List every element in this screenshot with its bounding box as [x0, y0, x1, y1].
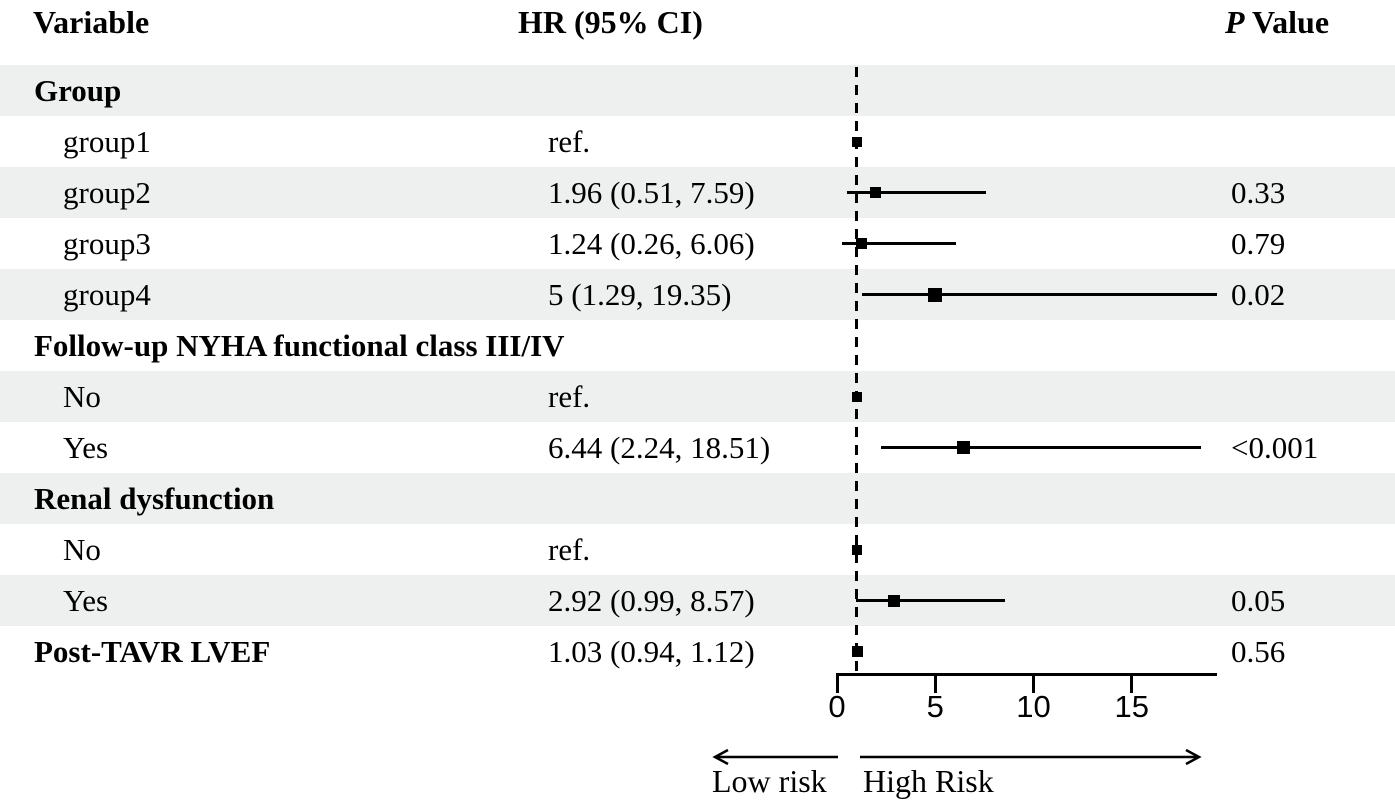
x-axis-tick-label: 5: [926, 689, 944, 724]
row-p-value: 0.33: [1231, 175, 1286, 210]
x-axis-tick-label: 0: [828, 689, 846, 724]
high-risk-arrow-head: [1185, 748, 1202, 766]
low-risk-arrow-head: [712, 748, 729, 766]
row-hr-ci-value: 1.96 (0.51, 7.59): [548, 175, 755, 210]
table-row: Post-TAVR LVEF 1.03 (0.94, 1.12) 0.56: [0, 626, 1395, 677]
row-hr-ci-value: ref.: [548, 124, 591, 159]
p-value-rest: Value: [1244, 4, 1330, 40]
row-hr-ci-value: 6.44 (2.24, 18.51): [548, 430, 771, 465]
row-variable-label: Yes: [63, 430, 109, 465]
table-row: group4 5 (1.29, 19.35) 0.02: [0, 269, 1395, 320]
row-p-value: 0.05: [1231, 583, 1286, 618]
row-variable-label: group4: [63, 277, 151, 312]
row-hr-ci-value: ref.: [548, 532, 591, 567]
row-variable-label: group1: [63, 124, 151, 159]
row-p-value: 0.02: [1231, 277, 1286, 312]
column-header-p-value: P Value: [1225, 4, 1329, 41]
row-variable-label: No: [63, 532, 101, 567]
table-row: group3 1.24 (0.26, 6.06) 0.79: [0, 218, 1395, 269]
row-variable-label: Yes: [63, 583, 109, 618]
row-p-value: 0.79: [1231, 226, 1286, 261]
row-hr-ci-value: 1.03 (0.94, 1.12): [548, 634, 755, 669]
x-axis-tick-label: 15: [1114, 689, 1149, 724]
row-variable-label: group2: [63, 175, 151, 210]
table-row: Yes 2.92 (0.99, 8.57) 0.05: [0, 575, 1395, 626]
table-row: group1 ref.: [0, 116, 1395, 167]
risk-direction-arrows: [712, 748, 1202, 766]
row-variable-label: Follow-up NYHA functional class III/IV: [34, 328, 565, 363]
row-hr-ci-value: 1.24 (0.26, 6.06): [548, 226, 755, 261]
row-variable-label: No: [63, 379, 101, 414]
row-variable-label: Renal dysfunction: [34, 481, 275, 516]
row-hr-ci-value: 2.92 (0.99, 8.57): [548, 583, 755, 618]
table-row: group2 1.96 (0.51, 7.59) 0.33: [0, 167, 1395, 218]
table-row: Follow-up NYHA functional class III/IV: [0, 320, 1395, 371]
table-row: No ref.: [0, 371, 1395, 422]
reference-line-hr1: [855, 67, 859, 673]
row-variable-label: Post-TAVR LVEF: [34, 634, 271, 669]
row-hr-ci-value: 5 (1.29, 19.35): [548, 277, 732, 312]
row-variable-label: Group: [34, 73, 122, 108]
table-row: Yes 6.44 (2.24, 18.51) <0.001: [0, 422, 1395, 473]
row-p-value: 0.56: [1231, 634, 1286, 669]
low-risk-label: Low risk: [712, 763, 827, 799]
column-header-hr-ci: HR (95% CI): [518, 4, 703, 40]
table-row: Renal dysfunction: [0, 473, 1395, 524]
table-row: Group: [0, 65, 1395, 116]
table-row: No ref.: [0, 524, 1395, 575]
row-p-value: <0.001: [1231, 430, 1319, 465]
x-axis-tick-label: 10: [1016, 689, 1051, 724]
column-header-variable: Variable: [33, 4, 150, 40]
row-hr-ci-value: ref.: [548, 379, 591, 414]
row-variable-label: group3: [63, 226, 151, 261]
high-risk-label: High Risk: [863, 763, 994, 799]
p-value-italic-p: P: [1225, 4, 1245, 40]
